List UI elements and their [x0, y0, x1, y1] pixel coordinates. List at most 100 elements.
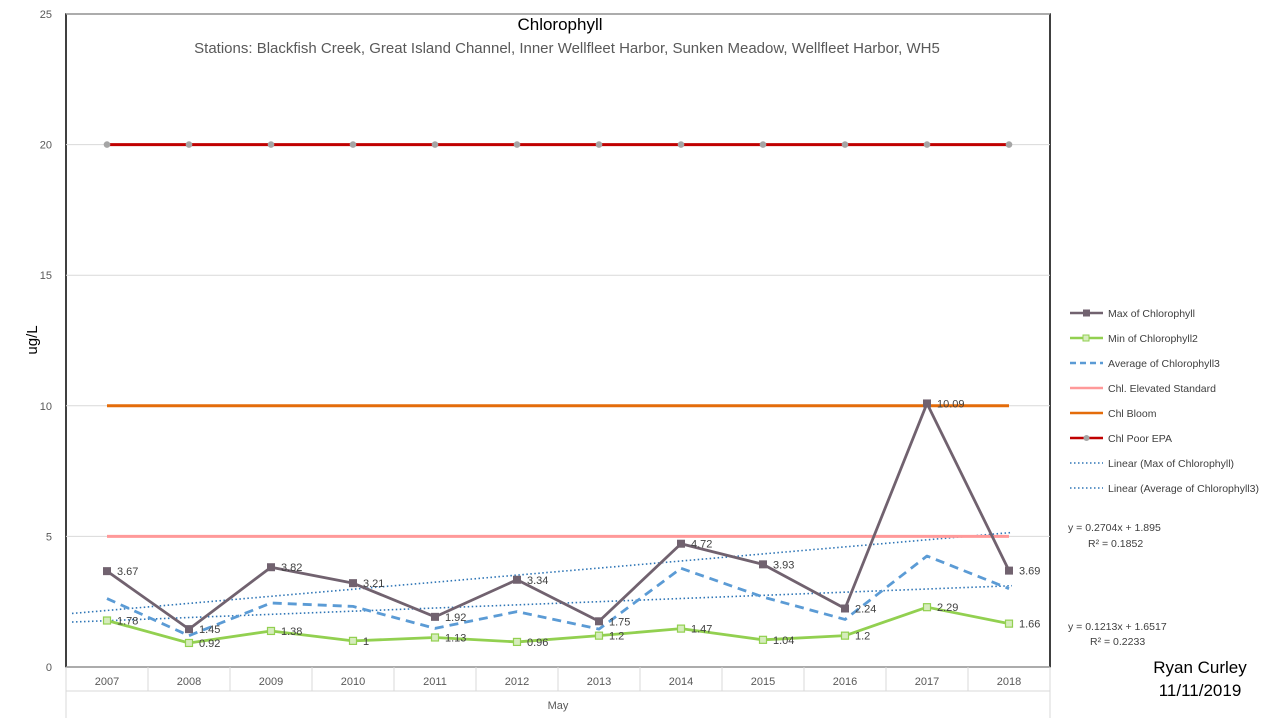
data-label-min-of-chlorophyll2: 2.29: [937, 602, 958, 614]
marker-chl-poor-epa: [185, 141, 193, 148]
data-label-min-of-chlorophyll2: 1.78: [117, 616, 138, 628]
data-label-max-of-chlorophyll: 1.75: [609, 616, 630, 628]
y-tick-label: 25: [40, 9, 52, 21]
marker-chl-poor-epa: [1005, 141, 1013, 148]
legend-entry-label: Chl. Elevated Standard: [1108, 383, 1216, 395]
x-tick-label: 2017: [915, 676, 939, 688]
legend-entry-label: Min of Chlorophyll2: [1108, 333, 1198, 345]
marker-min-of-chlorophyll2: [840, 631, 850, 640]
author-name: Ryan Curley: [1153, 658, 1247, 677]
author-date: 11/11/2019: [1158, 681, 1242, 700]
marker-min-of-chlorophyll2: [1004, 619, 1014, 628]
data-label-min-of-chlorophyll2: 1.47: [691, 624, 712, 636]
y-axis-title: ug/L: [24, 325, 41, 354]
x-tick-label: 2015: [751, 676, 775, 688]
data-label-min-of-chlorophyll2: 0.92: [199, 638, 220, 650]
data-label-min-of-chlorophyll2: 1: [363, 636, 369, 648]
marker-chl-poor-epa: [841, 141, 849, 148]
legend-marker: [1083, 435, 1090, 441]
data-label-min-of-chlorophyll2: 1.2: [609, 631, 624, 643]
x-tick-label: 2008: [177, 676, 201, 688]
marker-min-of-chlorophyll2: [430, 633, 440, 642]
data-label-max-of-chlorophyll: 3.69: [1019, 566, 1040, 578]
data-label-max-of-chlorophyll: 3.93: [773, 559, 794, 571]
y-tick-label: 15: [40, 270, 52, 282]
marker-max-of-chlorophyll: [677, 539, 685, 548]
y-tick-label: 5: [46, 531, 52, 543]
data-label-max-of-chlorophyll: 1.92: [445, 612, 466, 624]
marker-max-of-chlorophyll: [923, 399, 931, 408]
legend: Max of Chlorophyll Min of Chlorophyll2 Ave…: [1070, 308, 1259, 495]
marker-max-of-chlorophyll: [431, 612, 439, 621]
marker-min-of-chlorophyll2: [348, 636, 358, 645]
y-tick-label: 0: [46, 662, 52, 674]
legend-entry-label: Chl Bloom: [1108, 408, 1157, 420]
data-label-max-of-chlorophyll: 2.24: [855, 603, 876, 615]
y-axis-ticks: 0 5 10 15 20 25: [40, 9, 52, 674]
marker-chl-poor-epa: [513, 141, 521, 148]
marker-chl-poor-epa: [759, 141, 767, 148]
marker-max-of-chlorophyll: [103, 567, 111, 576]
marker-max-of-chlorophyll: [595, 617, 603, 626]
marker-max-of-chlorophyll: [759, 560, 767, 569]
trendline-r-squared: R² = 0.1852: [1088, 538, 1143, 550]
marker-chl-poor-epa: [349, 141, 357, 148]
data-label-max-of-chlorophyll: 3.82: [281, 562, 302, 574]
data-label-min-of-chlorophyll2: 0.96: [527, 637, 548, 649]
x-tick-label: 2010: [341, 676, 365, 688]
chart-title: Chlorophyll: [517, 15, 602, 34]
chart-subtitle: Stations: Blackfish Creek, Great Island …: [194, 40, 940, 57]
data-label-min-of-chlorophyll2: 1.04: [773, 635, 794, 647]
legend-entry-label: Average of Chlorophyll3: [1108, 358, 1220, 370]
marker-chl-poor-epa: [923, 141, 931, 148]
x-tick-label: 2009: [259, 676, 283, 688]
series-lines: [102, 141, 1014, 648]
series-line-average-of-chlorophyll3: [106, 554, 1010, 638]
marker-min-of-chlorophyll2: [266, 626, 276, 636]
marker-chl-poor-epa: [103, 141, 111, 148]
marker-min-of-chlorophyll2: [102, 616, 112, 625]
marker-chl-poor-epa: [677, 141, 685, 148]
marker-min-of-chlorophyll2: [758, 635, 768, 644]
marker-max-of-chlorophyll: [349, 579, 357, 588]
marker-min-of-chlorophyll2: [676, 624, 686, 633]
marker-max-of-chlorophyll: [185, 625, 193, 634]
legend-entry-label: Linear (Max of Chlorophyll): [1108, 458, 1234, 470]
x-tick-label: 2018: [997, 676, 1021, 688]
marker-max-of-chlorophyll: [513, 575, 521, 584]
marker-max-of-chlorophyll: [267, 563, 275, 572]
marker-chl-poor-epa: [595, 141, 603, 148]
marker-min-of-chlorophyll2: [512, 637, 522, 647]
data-label-max-of-chlorophyll: 4.72: [691, 539, 712, 551]
data-label-min-of-chlorophyll2: 1.13: [445, 632, 466, 644]
x-tick-label: 2014: [669, 676, 693, 688]
data-label-min-of-chlorophyll2: 1.66: [1019, 619, 1040, 631]
y-tick-label: 10: [40, 401, 52, 413]
legend-entry-label: Max of Chlorophyll: [1108, 308, 1195, 320]
trendline-r-squared: R² = 0.2233: [1090, 636, 1145, 648]
x-axis-ticks: 2007 2008 2009 2010 2011 2012 2013 2014 2015 2016…: [95, 667, 1021, 691]
x-tick-label: 2007: [95, 676, 119, 688]
legend-entry-label: Chl Poor EPA: [1108, 433, 1172, 445]
data-label-min-of-chlorophyll2: 1.2: [855, 631, 870, 643]
marker-min-of-chlorophyll2: [922, 603, 932, 612]
series-line-max-of-chlorophyll: [106, 402, 1011, 631]
legend-marker: [1083, 309, 1090, 317]
trendline-equation: y = 0.2704x + 1.895: [1068, 522, 1161, 534]
legend-marker: [1082, 334, 1090, 342]
x-tick-label: 2012: [505, 676, 529, 688]
x-tick-label: 2013: [587, 676, 611, 688]
marker-max-of-chlorophyll: [841, 604, 849, 613]
series-line-min-of-chlorophyll2: [106, 605, 1010, 645]
data-label-min-of-chlorophyll2: 1.38: [281, 626, 302, 638]
data-label-max-of-chlorophyll: 3.67: [117, 566, 138, 578]
marker-chl-poor-epa: [431, 141, 439, 148]
x-tick-label: 2016: [833, 676, 857, 688]
trendline-equations: y = 0.2704x + 1.895 R² = 0.1852 y = 0.1213…: [1068, 522, 1167, 648]
legend-entry-label: Linear (Average of Chlorophyll3): [1108, 483, 1259, 495]
data-label-max-of-chlorophyll: 3.34: [527, 575, 548, 587]
author-block: Ryan Curley 11/11/2019: [1140, 656, 1260, 702]
